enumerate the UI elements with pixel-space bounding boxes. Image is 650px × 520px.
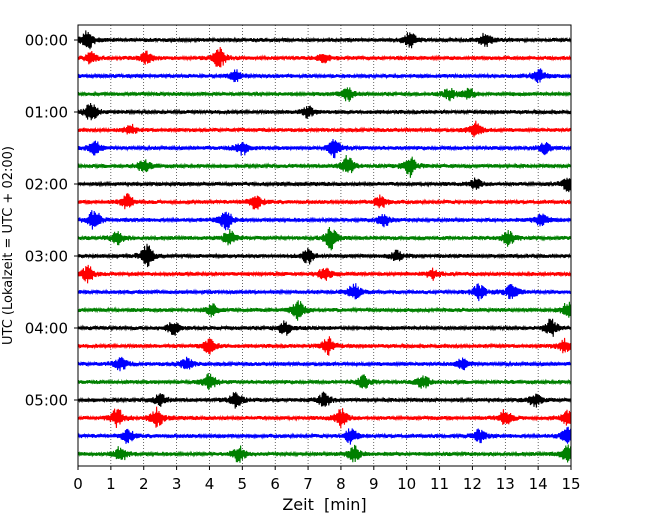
x-tick-label: 3 xyxy=(172,475,182,493)
seismogram-trace xyxy=(77,356,572,372)
seismogram-trace xyxy=(77,47,572,68)
seismogram-trace xyxy=(77,243,572,268)
x-tick-label: 7 xyxy=(303,475,313,493)
seismogram-trace xyxy=(77,336,572,356)
y-axis-ticks: 00:00 01:00 02:00 03:00 04:00 05:00 xyxy=(25,32,78,410)
seismogram-trace xyxy=(77,373,572,391)
x-tick-label: 10 xyxy=(397,475,416,493)
seismogram-trace xyxy=(77,30,572,50)
x-tick-label: 13 xyxy=(496,475,515,493)
seismogram-trace xyxy=(77,87,572,102)
seismogram-trace xyxy=(77,283,572,302)
seismogram-trace xyxy=(77,426,572,445)
x-tick-label: 9 xyxy=(369,475,379,493)
x-tick-label: 6 xyxy=(270,475,280,493)
seismogram-trace xyxy=(77,68,572,84)
seismogram-trace xyxy=(77,103,572,121)
y-tick-label: 03:00 xyxy=(25,248,68,266)
plot-frame xyxy=(77,24,572,467)
y-tick-label: 04:00 xyxy=(25,320,68,338)
y-tick-label: 02:00 xyxy=(25,176,68,194)
x-tick-label: 2 xyxy=(139,475,149,493)
x-axis-ticks: 0 1 2 3 4 5 6 7 8 9 10 11 12 13 14 15 xyxy=(73,466,581,493)
y-axis-label: UTC (Lokalzeit = UTC + 02:00) xyxy=(1,146,16,345)
y-tick-label: 05:00 xyxy=(25,392,68,410)
seismogram-trace xyxy=(77,227,572,251)
seismogram-trace xyxy=(77,138,572,159)
x-tick-label: 11 xyxy=(430,475,449,493)
x-tick-label: 8 xyxy=(336,475,346,493)
seismogram-trace xyxy=(77,318,572,337)
x-axis-label: Zeit [min] xyxy=(282,495,366,514)
x-tick-label: 12 xyxy=(463,475,482,493)
x-tick-label: 14 xyxy=(529,475,548,493)
seismogram-trace xyxy=(77,210,572,231)
seismogram-trace xyxy=(77,406,572,429)
x-tick-label: 4 xyxy=(205,475,215,493)
seismogram-trace xyxy=(77,300,572,321)
x-tick-label: 1 xyxy=(106,475,116,493)
seismogram-trace xyxy=(77,193,572,210)
seismogram-trace xyxy=(77,391,572,409)
seismogram-traces xyxy=(77,30,572,463)
x-tick-label: 15 xyxy=(561,475,580,493)
seismogram-trace xyxy=(77,264,572,284)
seismogram-trace xyxy=(77,120,572,138)
y-tick-label: 01:00 xyxy=(25,104,68,122)
x-tick-label: 5 xyxy=(238,475,248,493)
seismogram-trace xyxy=(77,444,572,463)
seismogram-trace xyxy=(77,154,572,178)
x-tick-label: 0 xyxy=(73,475,83,493)
seismogram-trace xyxy=(77,177,572,193)
y-tick-label: 00:00 xyxy=(25,32,68,50)
